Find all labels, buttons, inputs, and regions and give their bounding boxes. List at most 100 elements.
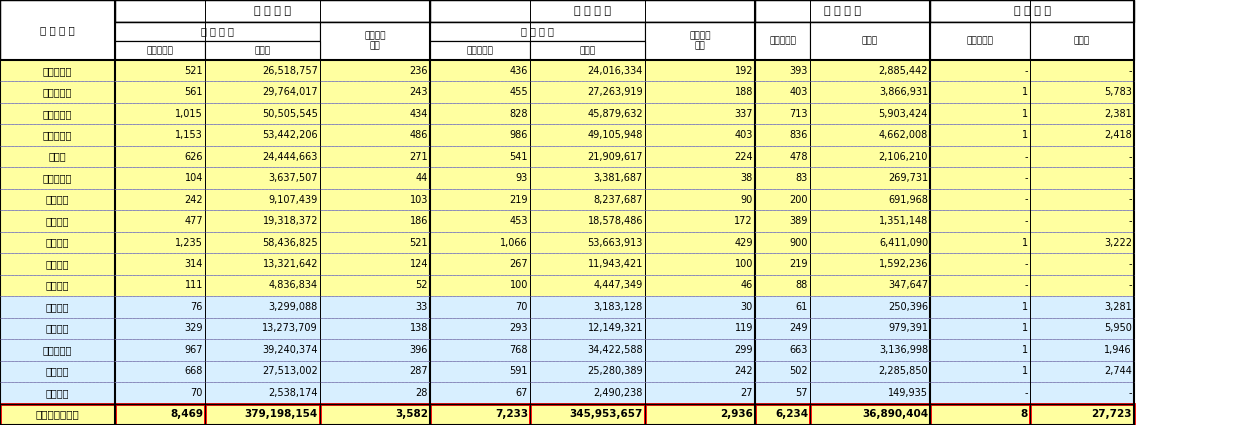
Bar <box>810 275 930 296</box>
Bar <box>930 339 1030 360</box>
Text: 1: 1 <box>1022 130 1028 140</box>
Text: 相続人の数: 相続人の数 <box>769 37 796 45</box>
Bar <box>529 210 645 232</box>
Text: 713: 713 <box>790 109 808 119</box>
Text: 27,513,002: 27,513,002 <box>263 366 318 376</box>
Bar <box>1030 360 1134 382</box>
Bar <box>0 60 115 82</box>
Bar <box>529 189 645 210</box>
Bar <box>529 360 645 382</box>
Text: 3,637,507: 3,637,507 <box>269 173 318 183</box>
Text: 三　　次: 三 次 <box>46 280 69 290</box>
Bar <box>205 82 320 103</box>
Text: 561: 561 <box>185 87 204 97</box>
Text: 13,273,709: 13,273,709 <box>263 323 318 333</box>
Text: -: - <box>1024 152 1028 162</box>
Text: 39,240,374: 39,240,374 <box>263 345 318 355</box>
Bar <box>320 167 429 189</box>
Text: 2,885,442: 2,885,442 <box>879 66 928 76</box>
Bar <box>429 125 529 146</box>
Bar <box>320 60 429 82</box>
Bar <box>205 167 320 189</box>
Bar <box>0 317 115 339</box>
Bar <box>810 103 930 125</box>
Text: 29,764,017: 29,764,017 <box>263 87 318 97</box>
Text: 88: 88 <box>796 280 808 290</box>
Text: 2,285,850: 2,285,850 <box>879 366 928 376</box>
Text: 236: 236 <box>410 66 428 76</box>
Bar <box>529 317 645 339</box>
Text: 被相続人
の数: 被相続人 の数 <box>364 31 386 51</box>
Text: 436: 436 <box>510 66 528 76</box>
Bar <box>0 253 115 275</box>
Bar <box>930 403 1030 425</box>
Text: 403: 403 <box>734 130 753 140</box>
Bar <box>810 146 930 167</box>
Text: 1,351,148: 1,351,148 <box>879 216 928 226</box>
Bar <box>115 210 205 232</box>
Bar <box>0 82 115 103</box>
Text: -: - <box>1129 173 1132 183</box>
Text: 1: 1 <box>1022 366 1028 376</box>
Text: 4,662,008: 4,662,008 <box>879 130 928 140</box>
Bar <box>930 82 1030 103</box>
Text: 1,235: 1,235 <box>175 238 204 247</box>
Text: 3,136,998: 3,136,998 <box>879 345 928 355</box>
Bar <box>0 296 115 317</box>
Bar <box>755 403 810 425</box>
Text: 庄　　原: 庄 原 <box>46 302 69 312</box>
Bar <box>115 60 205 82</box>
Text: 3,183,128: 3,183,128 <box>594 302 643 312</box>
Bar <box>645 103 755 125</box>
Text: 188: 188 <box>734 87 753 97</box>
Text: 1,066: 1,066 <box>500 238 528 247</box>
Text: 100: 100 <box>510 280 528 290</box>
Text: 4,447,349: 4,447,349 <box>594 280 643 290</box>
Bar <box>115 339 205 360</box>
Text: 広　島　西: 広 島 西 <box>43 109 72 119</box>
Bar <box>810 125 930 146</box>
Bar <box>320 103 429 125</box>
Text: 986: 986 <box>510 130 528 140</box>
Text: -: - <box>1024 195 1028 204</box>
Bar <box>205 296 320 317</box>
Text: 尾　　道: 尾 道 <box>46 216 69 226</box>
Text: 967: 967 <box>185 345 204 355</box>
Bar <box>755 275 810 296</box>
Bar <box>529 103 645 125</box>
Text: 18,578,486: 18,578,486 <box>587 216 643 226</box>
Text: 33: 33 <box>416 302 428 312</box>
Bar <box>320 146 429 167</box>
Bar <box>645 403 755 425</box>
Bar <box>930 360 1030 382</box>
Bar <box>755 146 810 167</box>
Bar <box>205 41 320 60</box>
Text: 27,723: 27,723 <box>1092 409 1132 419</box>
Text: 337: 337 <box>734 109 753 119</box>
Text: 1,592,236: 1,592,236 <box>879 259 928 269</box>
Text: 8,237,687: 8,237,687 <box>594 195 643 204</box>
Text: 269,731: 269,731 <box>888 173 928 183</box>
Text: 83: 83 <box>796 173 808 183</box>
Text: 吉　　田: 吉 田 <box>46 388 69 398</box>
Bar <box>755 339 810 360</box>
Text: 243: 243 <box>410 87 428 97</box>
Bar <box>529 253 645 275</box>
Bar <box>429 103 529 125</box>
Text: -: - <box>1129 195 1132 204</box>
Text: 福　　山: 福 山 <box>46 238 69 247</box>
Bar <box>529 275 645 296</box>
Text: -: - <box>1024 388 1028 398</box>
Text: 21,909,617: 21,909,617 <box>587 152 643 162</box>
Bar <box>205 232 320 253</box>
Bar <box>529 125 645 146</box>
Text: 3,582: 3,582 <box>395 409 428 419</box>
Text: 28: 28 <box>416 388 428 398</box>
Bar <box>429 275 529 296</box>
Text: 金　額: 金 額 <box>861 37 879 45</box>
Text: -: - <box>1024 173 1028 183</box>
Text: 403: 403 <box>790 87 808 97</box>
Bar <box>205 210 320 232</box>
Bar <box>755 125 810 146</box>
Text: 広　島　県　計: 広 島 県 計 <box>36 409 79 419</box>
